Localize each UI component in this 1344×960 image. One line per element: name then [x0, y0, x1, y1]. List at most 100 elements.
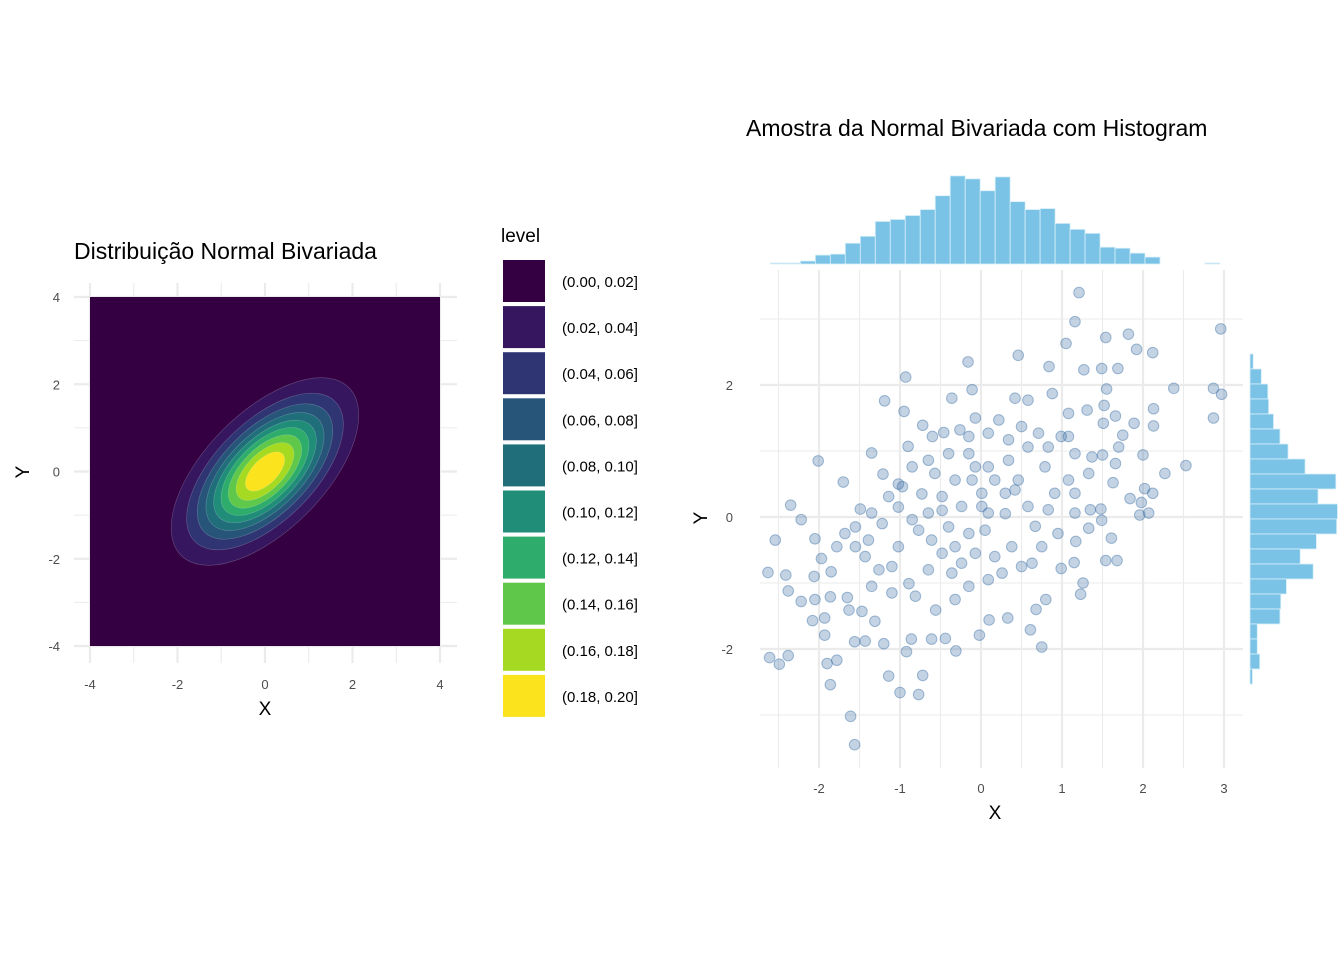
scatter-point: [878, 637, 890, 650]
scatter-point: [896, 480, 909, 493]
scatter-point: [1069, 535, 1082, 548]
scatter-point: [779, 569, 792, 581]
histogram-bar: [770, 262, 786, 265]
scatter-point: [955, 500, 968, 513]
scatter-point: [1112, 362, 1124, 375]
scatter-point: [1022, 394, 1034, 406]
scatter-point: [1026, 557, 1038, 570]
scatter-point: [982, 427, 995, 439]
scatter-point: [782, 585, 795, 597]
scatter-point: [899, 371, 912, 383]
scatter-point: [946, 392, 958, 405]
marginal-histogram-y: [1249, 353, 1338, 685]
legend-label: (0.18, 0.20]: [562, 689, 638, 706]
scatter-point: [892, 501, 905, 513]
scatter-point: [898, 405, 910, 418]
scatter-point: [769, 534, 782, 546]
scatter-point: [950, 645, 962, 657]
histogram-bar: [979, 190, 996, 265]
scatter-point: [886, 560, 898, 573]
scatter-point: [912, 524, 925, 537]
scatter-point: [1095, 503, 1107, 515]
scatter-point: [837, 476, 850, 488]
histogram-bar: [1249, 383, 1269, 400]
histogram-bar: [1249, 368, 1262, 385]
legend-swatch: [503, 536, 545, 579]
scatter-point: [1062, 407, 1075, 420]
legend-swatch: [503, 260, 545, 302]
scatter-point: [973, 629, 986, 641]
contour-title: Distribuição Normal Bivariada: [74, 238, 377, 264]
scatter-point: [1015, 420, 1028, 433]
scatter-point: [1146, 487, 1159, 500]
scatter-point: [903, 577, 915, 590]
scatter-point: [1095, 362, 1108, 375]
scatter-point: [1147, 420, 1160, 432]
scatter-point: [1002, 454, 1015, 467]
scatter-point: [1099, 331, 1112, 344]
scatter-point: [1128, 417, 1140, 430]
legend-title: level: [501, 226, 540, 247]
scatter-x-axis-title: X: [989, 803, 1002, 824]
scatter-point: [1068, 556, 1080, 569]
marginal-histogram-x: [770, 175, 1221, 265]
scatter-point: [782, 649, 795, 662]
scatter-point: [942, 447, 955, 460]
contour-plot: -4 -2 0 2 4 -4 -2 0 2 4 Distribuição Normal Bivar…: [13, 238, 457, 720]
scatter-point: [824, 678, 837, 691]
scatter-tick-labels: -2 -1 0 1 2 3 -2 0 2: [721, 378, 1227, 796]
scatter-point: [877, 468, 889, 480]
y-tick-label: 0: [726, 510, 733, 525]
scatter-point: [982, 507, 995, 519]
y-tick-label: -2: [48, 552, 60, 567]
histogram-bar: [964, 178, 981, 265]
scatter-point: [809, 532, 821, 545]
scatter-point: [865, 447, 878, 459]
scatter-point: [963, 447, 975, 460]
contour-bands: [170, 377, 360, 566]
scatter-point: [954, 424, 966, 436]
scatter-point: [869, 615, 881, 628]
legend-label: (0.14, 0.16]: [562, 597, 638, 614]
scatter-point: [1180, 459, 1192, 472]
x-tick-label: 1: [1058, 781, 1065, 796]
scatter-point: [1215, 388, 1228, 401]
scatter-point: [806, 614, 819, 627]
scatter-point: [818, 629, 831, 641]
y-tick-label: -2: [721, 642, 733, 657]
legend-label: (0.16, 0.18]: [562, 643, 638, 660]
scatter-point: [988, 550, 1001, 563]
scatter-point: [1001, 612, 1014, 624]
scatter-point: [916, 669, 929, 682]
scatter-point: [1009, 392, 1021, 405]
scatter-point: [1012, 349, 1025, 362]
scatter-point: [1142, 507, 1155, 519]
scatter-point: [773, 658, 786, 670]
legend-label: (0.00, 0.02]: [562, 274, 638, 291]
scatter-point: [1107, 476, 1119, 489]
scatter-point: [815, 552, 828, 565]
x-tick-label: -1: [894, 781, 906, 796]
scatter-point: [949, 593, 961, 606]
scatter-point: [955, 557, 968, 570]
scatter-point: [886, 587, 898, 599]
scatter-point: [812, 455, 824, 467]
scatter-point: [982, 573, 995, 586]
histogram-bar: [1249, 563, 1314, 580]
scatter-point: [1012, 474, 1025, 486]
histogram-bar: [1249, 638, 1258, 655]
scatter-point: [982, 461, 995, 473]
histogram-bar: [919, 209, 936, 265]
scatter-point: [1046, 387, 1059, 400]
y-tick-label: 4: [53, 290, 60, 305]
histogram-bar: [1249, 548, 1301, 565]
scatter-point: [849, 521, 862, 533]
scatter-point: [849, 540, 862, 553]
legend-label: (0.04, 0.06]: [562, 366, 638, 383]
scatter-point: [763, 651, 776, 664]
scatter-point: [1062, 474, 1075, 486]
scatter-point: [1135, 496, 1148, 509]
scatter-point: [878, 395, 891, 407]
scatter-point: [1015, 560, 1028, 573]
